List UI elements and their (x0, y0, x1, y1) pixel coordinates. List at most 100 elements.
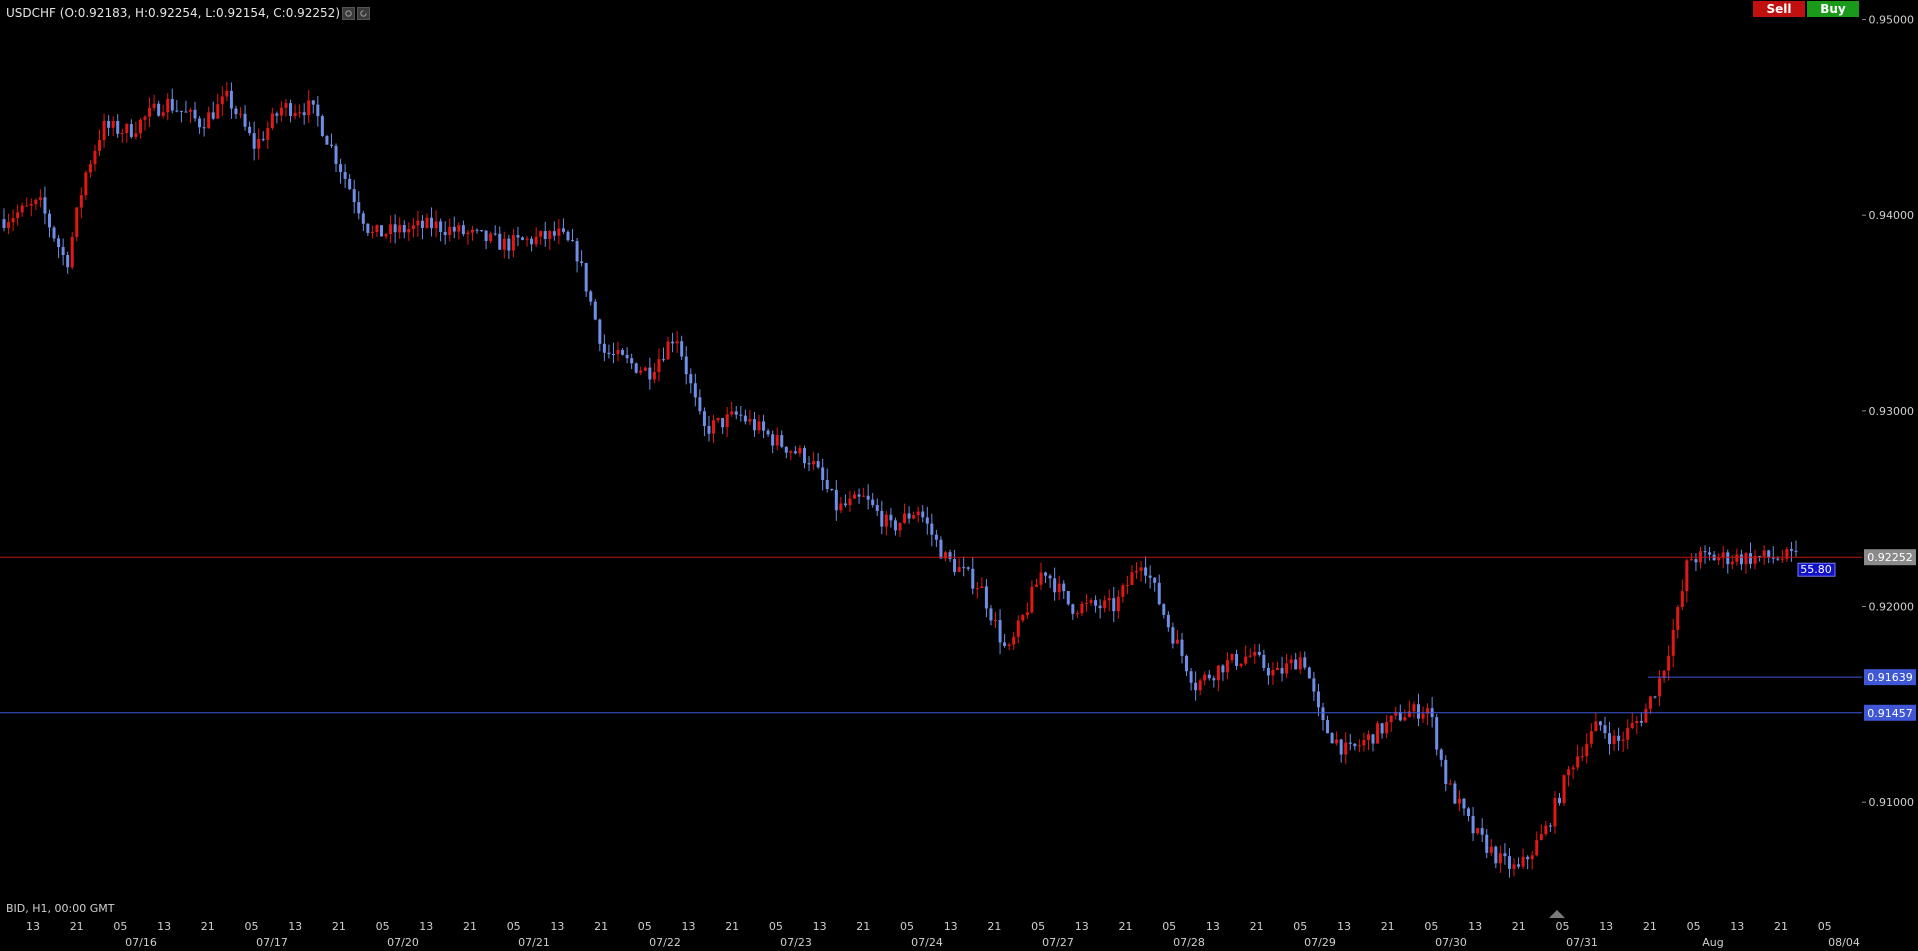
candle-body (857, 494, 861, 497)
candle-body (1203, 674, 1207, 681)
candle-body (1025, 612, 1029, 616)
refresh-icon[interactable] (357, 7, 370, 20)
x-hour-tick: 05 (113, 920, 127, 933)
candle-body (1039, 572, 1043, 585)
settings-icon[interactable] (342, 7, 355, 20)
candle-body (302, 112, 306, 116)
candle-body (1289, 659, 1293, 664)
candle-body (1376, 723, 1380, 744)
candle-body (752, 419, 756, 431)
x-hour-tick: 13 (1730, 920, 1744, 933)
candle-body (375, 225, 379, 233)
candle-body (1221, 665, 1225, 673)
candle-body (816, 461, 820, 468)
candle-body (1621, 739, 1625, 741)
candle-body (516, 235, 520, 238)
candle-body (589, 291, 593, 302)
x-hour-tick: 13 (1599, 920, 1613, 933)
candle-body (1421, 713, 1425, 719)
candle-body (1098, 605, 1102, 609)
candle-body (75, 207, 79, 237)
price-label-box (1864, 549, 1916, 566)
candle-body (1780, 558, 1784, 560)
candle-body (1166, 614, 1170, 628)
x-hour-tick: 13 (944, 920, 958, 933)
candle-body (1303, 657, 1307, 668)
candle-body (1271, 670, 1275, 676)
candle-body (802, 448, 806, 464)
candle-body (730, 411, 734, 415)
candle-body (957, 567, 961, 572)
candle-body (1598, 721, 1602, 726)
candle-body (621, 350, 625, 355)
candle-body (693, 383, 697, 398)
candle-body (1362, 740, 1366, 746)
candle-body (284, 103, 288, 108)
sell-button[interactable]: Sell (1753, 1, 1805, 17)
x-hour-tick: 13 (550, 920, 564, 933)
candle-body (1212, 678, 1216, 681)
candle-body (1771, 557, 1775, 559)
candle-body (152, 103, 156, 108)
x-hour-tick: 05 (1031, 920, 1045, 933)
candle-body (580, 261, 584, 264)
candle-body (20, 205, 24, 213)
candle-body (1030, 586, 1034, 613)
candle-body (1189, 671, 1193, 683)
candle-body (252, 133, 256, 149)
candle-body (1348, 742, 1352, 744)
x-hour-tick: 05 (1162, 920, 1176, 933)
candle-body (898, 522, 902, 531)
candle-body (707, 426, 711, 434)
candle-body (943, 552, 947, 559)
x-date-label: 07/28 (1173, 936, 1205, 949)
candle-body (1230, 654, 1234, 661)
candle-body (1371, 734, 1375, 744)
x-hour-tick: 13 (1337, 920, 1351, 933)
buy-button[interactable]: Buy (1807, 1, 1859, 17)
candle-body (380, 225, 384, 237)
candle-body (357, 202, 361, 214)
candle-body (348, 178, 352, 190)
candle-body (1589, 731, 1593, 744)
candle-body (393, 224, 397, 233)
x-date-label: 07/17 (256, 936, 288, 949)
candle-body (1435, 717, 1439, 750)
candle-body (266, 127, 270, 140)
candle-body (1416, 704, 1420, 719)
x-date-label: 07/27 (1042, 936, 1074, 949)
candle-body (93, 150, 97, 165)
candle-body (1084, 602, 1088, 604)
candle-body (611, 353, 615, 355)
candle-body (1048, 575, 1052, 579)
candle-body (1385, 722, 1389, 734)
candle-body (1639, 720, 1643, 723)
candle-body (853, 494, 857, 499)
candle-body (748, 419, 752, 422)
x-date-label: 07/24 (911, 936, 943, 949)
candle-body (120, 133, 124, 135)
candle-body (1753, 555, 1757, 564)
candle-body (1708, 552, 1712, 555)
candle-body (480, 230, 484, 232)
candle-body (98, 140, 102, 151)
candle-body (1244, 656, 1248, 664)
candle-body (1526, 856, 1530, 860)
candle-body (493, 233, 497, 235)
candle-body (657, 359, 661, 373)
candle-body (821, 467, 825, 480)
candle-body (1112, 598, 1116, 612)
x-hour-tick: 05 (376, 920, 390, 933)
candle-body (1103, 600, 1107, 609)
candle-body (1016, 620, 1020, 637)
candle-body (148, 107, 152, 117)
candle-body (630, 358, 634, 364)
candle-body (1380, 723, 1384, 734)
x-hour-tick: 21 (987, 920, 1001, 933)
candle-body (975, 588, 979, 590)
x-hour-tick: 13 (813, 920, 827, 933)
candle-body (202, 127, 206, 129)
y-tick-label: 0.95000 (1869, 14, 1915, 27)
